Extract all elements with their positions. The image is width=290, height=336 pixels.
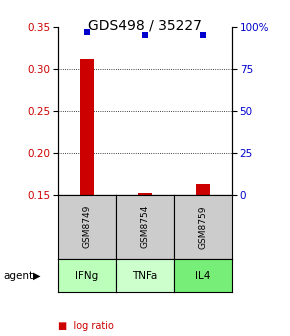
Text: TNFa: TNFa: [132, 270, 158, 281]
Text: GSM8749: GSM8749: [82, 205, 92, 249]
Bar: [80, 59, 94, 195]
Text: ■  log ratio: ■ log ratio: [58, 321, 114, 331]
Bar: [196, 184, 210, 195]
Text: ▶: ▶: [33, 270, 41, 281]
Text: IFNg: IFNg: [75, 270, 99, 281]
Text: agent: agent: [3, 270, 33, 281]
Text: GSM8754: GSM8754: [140, 205, 150, 249]
Text: GDS498 / 35227: GDS498 / 35227: [88, 18, 202, 33]
Text: GSM8759: GSM8759: [198, 205, 208, 249]
Bar: [138, 193, 152, 195]
Text: IL4: IL4: [195, 270, 211, 281]
